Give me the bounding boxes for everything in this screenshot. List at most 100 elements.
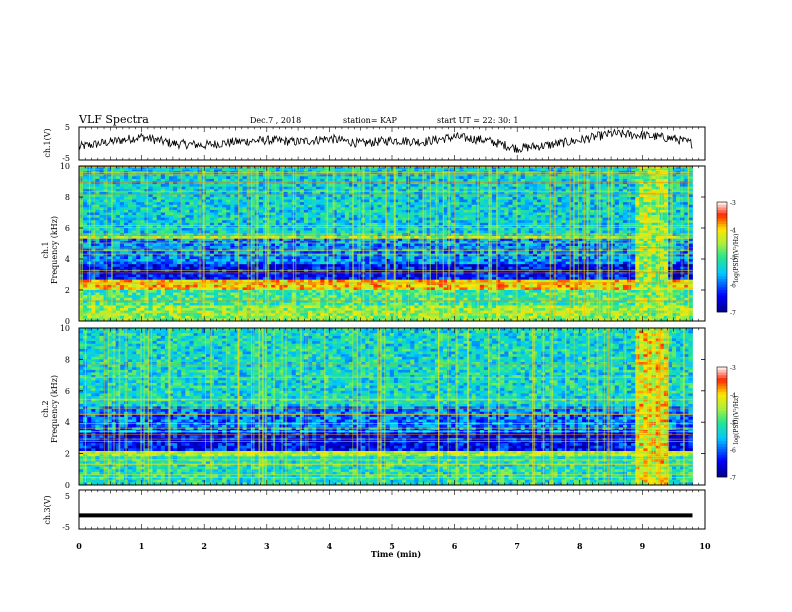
spec-cell	[279, 194, 284, 198]
spec-cell	[467, 197, 473, 200]
spec-cell	[242, 217, 248, 221]
spec-cell	[680, 184, 685, 188]
spec-cell	[643, 222, 648, 226]
spec-cell	[651, 220, 657, 224]
spec-cell	[557, 235, 562, 239]
spec-cell	[569, 191, 575, 195]
spec-cell	[303, 178, 309, 182]
spec-cell	[483, 197, 489, 200]
spec-cell	[140, 194, 145, 198]
spec-cell	[258, 186, 264, 190]
spec-cell	[111, 191, 117, 195]
spec-cell	[234, 184, 239, 188]
spec-cell	[140, 235, 145, 239]
spec-cell	[83, 176, 88, 180]
spec-cell	[471, 240, 477, 244]
spec-cell	[336, 178, 342, 182]
spec-cell	[226, 168, 231, 172]
spec-cell	[672, 238, 677, 242]
spec-cell	[508, 209, 513, 213]
spec-cell	[344, 191, 350, 195]
spec-cell	[177, 197, 182, 200]
spec-cell	[173, 240, 178, 244]
spec-cell	[152, 173, 158, 177]
spec-cell	[573, 230, 579, 234]
spec-cell	[258, 212, 264, 216]
spec-cell	[639, 194, 644, 198]
spec-cell	[332, 194, 338, 198]
spec-cell	[402, 222, 407, 226]
spec-cell	[680, 207, 685, 211]
spec-cell	[410, 220, 415, 224]
spec-cell	[389, 199, 395, 203]
spec-cell	[144, 209, 149, 213]
spec-cell	[614, 225, 620, 229]
spec-cell	[459, 186, 464, 190]
spec-cell	[622, 230, 628, 234]
spec-cell	[467, 209, 473, 213]
spec-cell	[557, 168, 562, 172]
spec-cell	[83, 184, 88, 188]
spec-cell	[185, 225, 190, 229]
spec-cell	[377, 238, 383, 242]
spec-cell	[463, 197, 468, 200]
spec-cell	[631, 228, 636, 231]
spec-cell	[238, 217, 243, 221]
spec-cell	[312, 173, 317, 177]
spec-cell	[381, 209, 387, 213]
spec-cell	[573, 194, 579, 198]
spec-cell	[557, 217, 562, 221]
spec-cell	[573, 199, 579, 203]
spec-cell	[373, 238, 378, 242]
spec-cell	[353, 176, 358, 180]
spec-cell	[438, 191, 444, 195]
spec-cell	[520, 197, 526, 200]
spec-cell	[213, 225, 219, 229]
spec-cell	[316, 240, 321, 244]
spec-cell	[267, 194, 272, 198]
spec-cell	[651, 222, 657, 226]
spec-cell	[684, 184, 689, 188]
spec-cell	[83, 209, 88, 213]
spec-cell	[479, 230, 485, 234]
spec-cell	[496, 194, 501, 198]
spec-cell	[676, 235, 681, 239]
spec-cell	[99, 202, 104, 206]
spec-cell	[557, 207, 562, 211]
spec-cell	[258, 197, 264, 200]
spec-cell	[156, 184, 162, 188]
spec-cell	[492, 225, 497, 229]
spec-cell	[451, 233, 456, 237]
spec-cell	[512, 204, 518, 208]
spec-cell	[218, 228, 223, 231]
spec-cell	[344, 238, 350, 242]
spec-cell	[410, 199, 415, 203]
spec-cell	[532, 197, 538, 200]
spec-cell	[426, 176, 432, 180]
spec-cell	[643, 202, 648, 206]
spec-cell	[103, 228, 109, 231]
spec-cell	[140, 189, 145, 193]
spec-cell	[242, 230, 248, 234]
spec-cell	[168, 204, 174, 208]
spec-cell	[438, 230, 444, 234]
spec-cell	[234, 235, 239, 239]
spec-cell	[557, 197, 562, 200]
spec-cell	[303, 202, 309, 206]
spec-cell	[160, 176, 166, 180]
spec-cell	[418, 191, 423, 195]
spec-cell	[295, 191, 301, 195]
spec-cell	[565, 225, 571, 229]
spec-cell	[123, 243, 129, 247]
spec-cell	[222, 184, 227, 188]
spec-cell	[299, 215, 305, 219]
spec-cell	[128, 178, 133, 182]
spec-cell	[402, 233, 407, 237]
spec-cell	[618, 184, 624, 188]
spec-cell	[246, 199, 252, 203]
spec-cell	[590, 220, 595, 224]
spec-cell	[332, 184, 338, 188]
spec-cell	[463, 209, 468, 213]
spec-cell	[483, 173, 489, 177]
spec-cell	[516, 197, 522, 200]
